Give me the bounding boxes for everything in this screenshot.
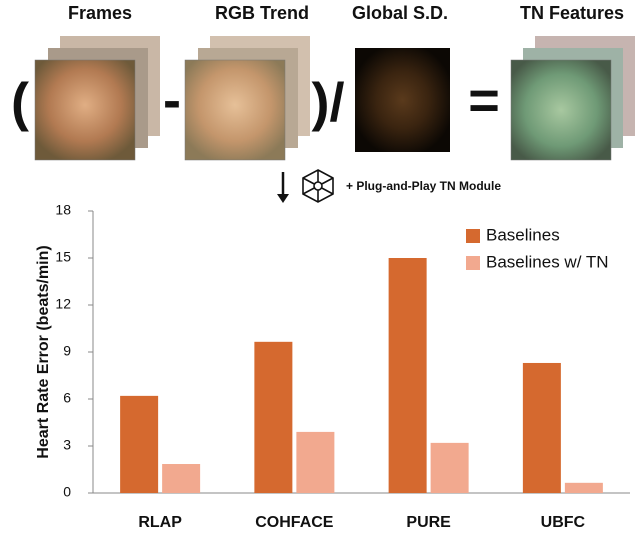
bar	[430, 442, 469, 493]
y-tick-label: 3	[63, 437, 71, 453]
frame-image	[34, 59, 136, 161]
bar	[254, 341, 293, 493]
bar	[120, 395, 159, 493]
legend-label: Baselines w/ TN	[486, 252, 609, 271]
x-tick-label: COHFACE	[255, 514, 334, 531]
sd-image	[355, 48, 450, 152]
network-icon	[302, 169, 334, 203]
bar-chart: 0 3 6 9 12 15 18 Heart Rate Error (beats/min) RL…	[35, 202, 630, 531]
sd-label: Global S.D.	[352, 3, 448, 23]
diagram: Frames RGB Trend Global S.D. TN Features…	[11, 3, 635, 203]
operator: -	[163, 70, 181, 130]
y-axis-label: Heart Rate Error (beats/min)	[35, 245, 52, 458]
bar	[388, 258, 427, 493]
frames-stack	[34, 36, 160, 161]
trend-image	[184, 59, 286, 161]
bar	[296, 431, 335, 493]
operator: (	[11, 72, 29, 132]
operator: =	[468, 70, 500, 130]
trend-stack	[184, 36, 310, 161]
features-stack	[510, 36, 635, 161]
module-label: + Plug-and-Play TN Module	[346, 179, 501, 193]
operator: )/	[312, 72, 345, 132]
x-tick-label: UBFC	[541, 514, 586, 531]
x-tick-label: PURE	[406, 514, 451, 531]
trend-label: RGB Trend	[215, 3, 309, 23]
legend-label: Baselines	[486, 225, 560, 244]
legend-swatch	[466, 256, 480, 270]
frames-label: Frames	[68, 3, 132, 23]
legend-swatch	[466, 229, 480, 243]
y-tick-label: 18	[55, 202, 71, 218]
y-tick-label: 9	[63, 343, 71, 359]
arrow-head	[277, 194, 289, 203]
feature-image	[510, 59, 612, 161]
bar	[522, 362, 561, 493]
x-tick-label: RLAP	[138, 514, 182, 531]
y-tick-label: 0	[63, 484, 71, 500]
y-tick-label: 6	[63, 390, 71, 406]
y-tick-label: 12	[55, 296, 71, 312]
y-tick-label: 15	[55, 249, 71, 265]
bar	[162, 464, 201, 493]
features-label: TN Features	[520, 3, 624, 23]
bar	[564, 482, 603, 493]
